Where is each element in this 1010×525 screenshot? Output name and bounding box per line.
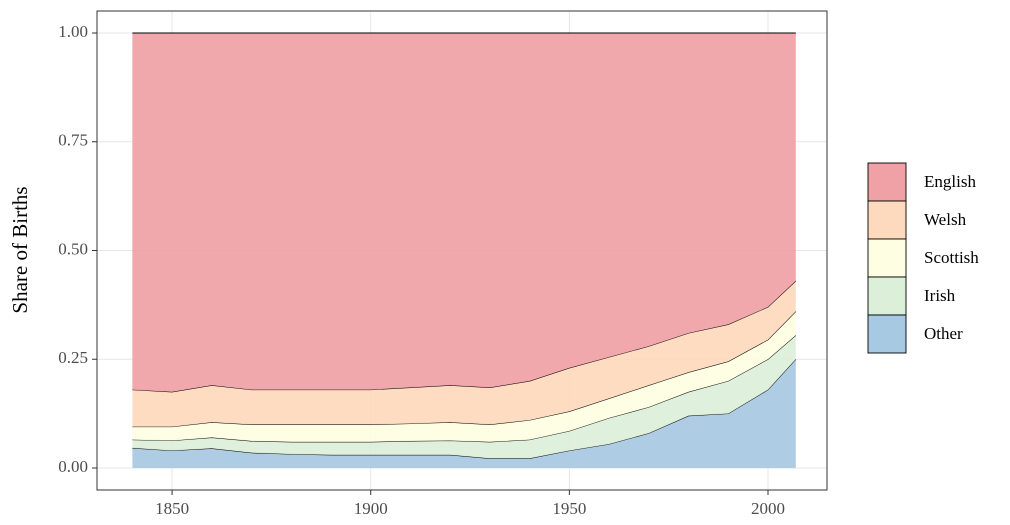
plot-border [96, 10, 828, 491]
x-tick-label: 1850 [155, 499, 189, 518]
legend-key [867, 276, 907, 316]
y-axis-title: Share of Births [8, 186, 32, 313]
area [132, 311, 796, 442]
x-tick-label: 1900 [354, 499, 388, 518]
legend-label: Welsh [924, 210, 967, 229]
legend-key [867, 238, 907, 278]
y-tick-label: 0.25 [58, 348, 88, 367]
legend-key [867, 162, 907, 202]
y-tick-label: 0.75 [58, 131, 88, 150]
area [132, 359, 796, 468]
legend-label: English [924, 172, 976, 191]
legend-key [867, 200, 907, 240]
area-edge [132, 311, 797, 428]
legend-label: Scottish [924, 248, 979, 267]
legend-label: Other [924, 324, 963, 343]
area [132, 280, 796, 427]
area [132, 335, 796, 459]
area [132, 33, 796, 392]
x-tick-label: 1950 [552, 499, 586, 518]
legend-key [867, 314, 907, 354]
x-tick-label: 2000 [751, 499, 785, 518]
y-tick-label: 0.00 [58, 457, 88, 476]
y-tick-label: 1.00 [58, 22, 88, 41]
legend-label: Irish [924, 286, 956, 305]
y-tick-label: 0.50 [58, 239, 88, 258]
